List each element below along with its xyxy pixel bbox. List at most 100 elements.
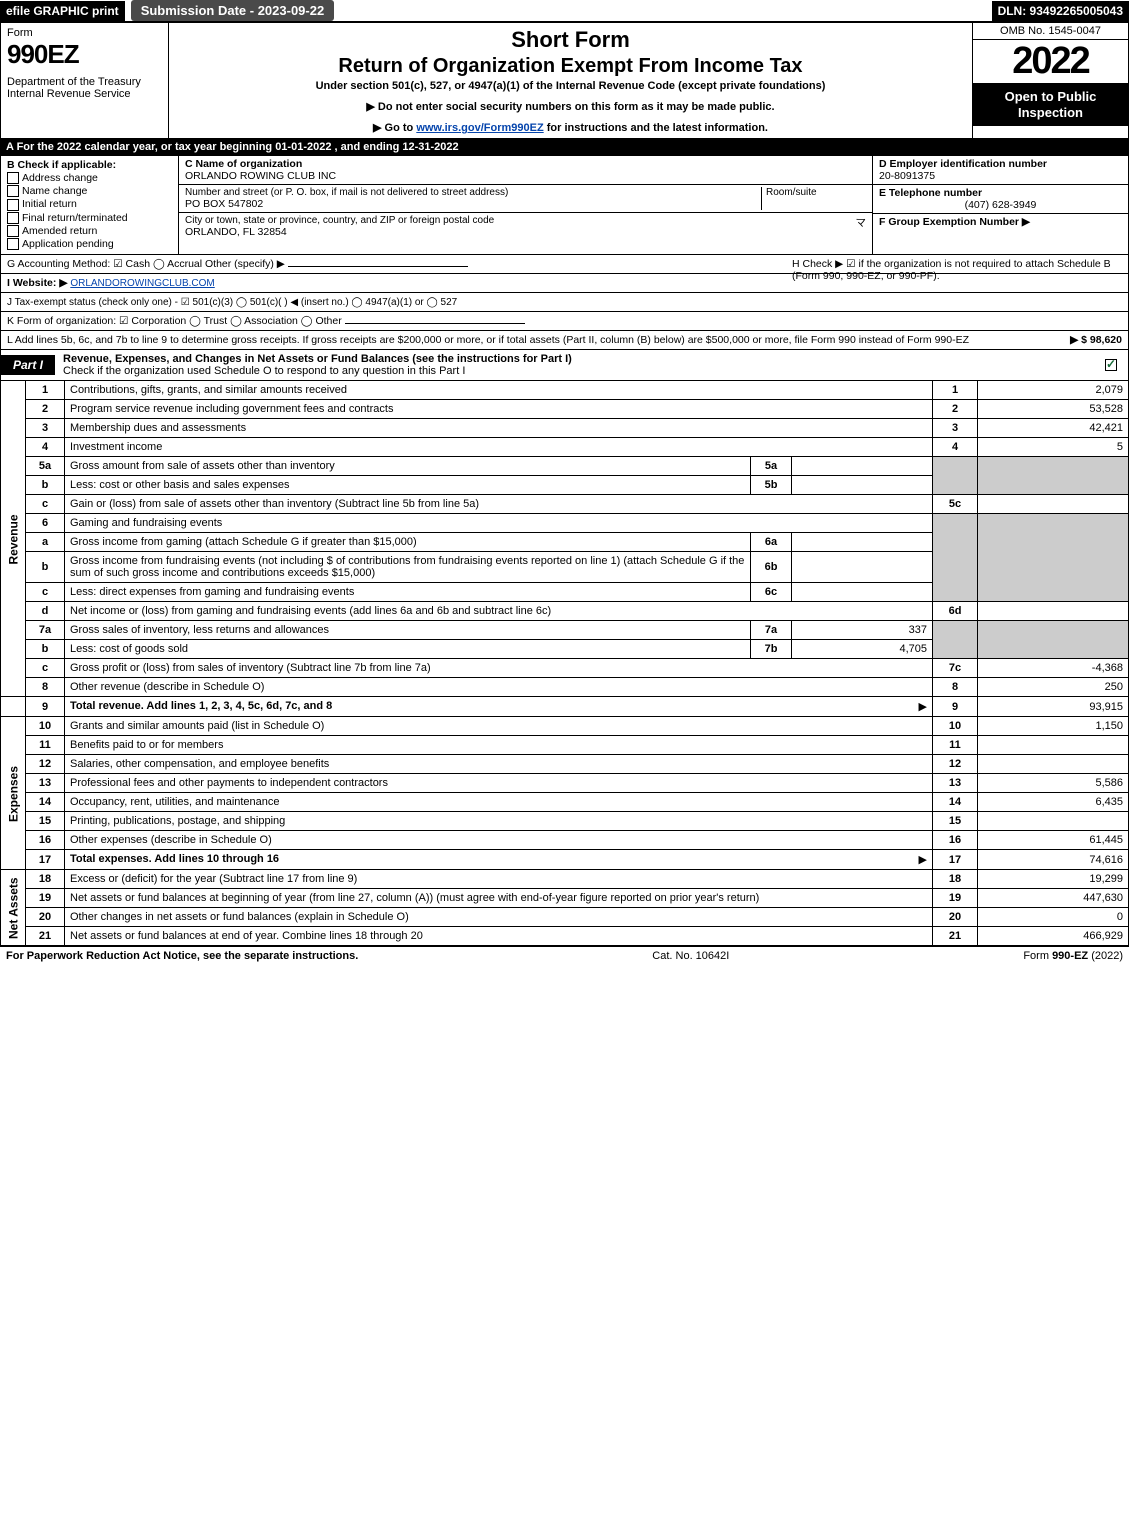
tax-year: 2022 bbox=[973, 40, 1128, 83]
info-block: B Check if applicable: Address change Na… bbox=[0, 155, 1129, 255]
amt-13: 5,586 bbox=[978, 774, 1129, 793]
header-sub2: ▶ Do not enter social security numbers o… bbox=[179, 100, 962, 113]
street-label: Number and street (or P. O. box, if mail… bbox=[185, 187, 761, 198]
chk-name-change[interactable]: Name change bbox=[7, 185, 172, 197]
side-net-assets: Net Assets bbox=[1, 870, 26, 946]
row-i: I Website: ▶ ORLANDOROWINGCLUB.COM bbox=[0, 274, 1129, 293]
amt-3: 42,421 bbox=[978, 419, 1129, 438]
amt-15 bbox=[978, 812, 1129, 831]
line-6c-text: Less: direct expenses from gaming and fu… bbox=[65, 583, 751, 602]
amt-19: 447,630 bbox=[978, 889, 1129, 908]
part-i-header: Part I Revenue, Expenses, and Changes in… bbox=[0, 350, 1129, 381]
chk-initial-return[interactable]: Initial return bbox=[7, 198, 172, 210]
f-label: F Group Exemption Number ▶ bbox=[879, 216, 1030, 228]
amt-7c: -4,368 bbox=[978, 659, 1129, 678]
line-9-text: Total revenue. Add lines 1, 2, 3, 4, 5c,… bbox=[65, 697, 933, 717]
j-text: J Tax-exempt status (check only one) - ☑… bbox=[7, 297, 457, 308]
footer-right: Form 990-EZ (2022) bbox=[1023, 950, 1123, 962]
l-amount: ▶ $ 98,620 bbox=[1002, 334, 1122, 346]
chk-final-return[interactable]: Final return/terminated bbox=[7, 212, 172, 224]
dln-number: DLN: 93492265005043 bbox=[992, 1, 1129, 21]
num-6d: 6d bbox=[933, 602, 978, 621]
mini-7b: 7b bbox=[751, 640, 792, 659]
org-name: ORLANDO ROWING CLUB INC bbox=[185, 170, 866, 182]
line-7b-text: Less: cost of goods sold bbox=[65, 640, 751, 659]
chk-address-change[interactable]: Address change bbox=[7, 172, 172, 184]
num-20: 20 bbox=[933, 908, 978, 927]
sub3-pre: ▶ Go to bbox=[373, 122, 416, 134]
submission-date-wrap: Submission Date - 2023-09-22 bbox=[125, 0, 341, 21]
ein-value: 20-8091375 bbox=[879, 170, 1122, 182]
chk-application-pending[interactable]: Application pending bbox=[7, 238, 172, 250]
num-1: 1 bbox=[933, 381, 978, 400]
row-a-tax-year: A For the 2022 calendar year, or tax yea… bbox=[0, 139, 1129, 155]
sub3-post: for instructions and the latest informat… bbox=[547, 122, 768, 134]
amt-1: 2,079 bbox=[978, 381, 1129, 400]
num-5c: 5c bbox=[933, 495, 978, 514]
line-7a-text: Gross sales of inventory, less returns a… bbox=[65, 621, 751, 640]
part-i-check[interactable] bbox=[1105, 359, 1117, 371]
num-9: 9 bbox=[933, 697, 978, 717]
mini-5b: 5b bbox=[751, 476, 792, 495]
amt-5c bbox=[978, 495, 1129, 514]
line-13-text: Professional fees and other payments to … bbox=[65, 774, 933, 793]
amt-10: 1,150 bbox=[978, 717, 1129, 736]
efile-print-button[interactable]: efile GRAPHIC print bbox=[0, 1, 125, 21]
side-revenue: Revenue bbox=[1, 381, 26, 697]
amt-12 bbox=[978, 755, 1129, 774]
amt-16: 61,445 bbox=[978, 831, 1129, 850]
num-10: 10 bbox=[933, 717, 978, 736]
room-label: Room/suite bbox=[766, 187, 866, 198]
line-5a-text: Gross amount from sale of assets other t… bbox=[65, 457, 751, 476]
col-c: C Name of organization ORLANDO ROWING CL… bbox=[179, 156, 872, 254]
mini-6b: 6b bbox=[751, 552, 792, 583]
amt-2: 53,528 bbox=[978, 400, 1129, 419]
line-6d-text: Net income or (loss) from gaming and fun… bbox=[65, 602, 933, 621]
line-21-text: Net assets or fund balances at end of ye… bbox=[65, 927, 933, 946]
form-word: Form bbox=[7, 27, 162, 39]
num-3: 3 bbox=[933, 419, 978, 438]
g-text: G Accounting Method: ☑ Cash ◯ Accrual Ot… bbox=[7, 258, 285, 270]
num-13: 13 bbox=[933, 774, 978, 793]
header-center: Short Form Return of Organization Exempt… bbox=[169, 23, 972, 138]
line-6a-text: Gross income from gaming (attach Schedul… bbox=[65, 533, 751, 552]
side-expenses: Expenses bbox=[1, 717, 26, 870]
line-11-text: Benefits paid to or for members bbox=[65, 736, 933, 755]
c-label: C Name of organization bbox=[185, 158, 866, 170]
mini-amt-6b bbox=[792, 552, 933, 583]
line-4-text: Investment income bbox=[65, 438, 933, 457]
amt-20: 0 bbox=[978, 908, 1129, 927]
chk-amended-return[interactable]: Amended return bbox=[7, 225, 172, 237]
line-14-text: Occupancy, rent, utilities, and maintena… bbox=[65, 793, 933, 812]
amt-14: 6,435 bbox=[978, 793, 1129, 812]
line-2-text: Program service revenue including govern… bbox=[65, 400, 933, 419]
line-7c-text: Gross profit or (loss) from sales of inv… bbox=[65, 659, 933, 678]
line-12-text: Salaries, other compensation, and employ… bbox=[65, 755, 933, 774]
e-label: E Telephone number bbox=[879, 187, 1122, 199]
num-2: 2 bbox=[933, 400, 978, 419]
num-16: 16 bbox=[933, 831, 978, 850]
line-20-text: Other changes in net assets or fund bala… bbox=[65, 908, 933, 927]
form-number: 990EZ bbox=[7, 39, 162, 70]
short-form-title: Short Form bbox=[179, 27, 962, 53]
website-link[interactable]: ORLANDOROWINGCLUB.COM bbox=[70, 278, 214, 289]
line-18-text: Excess or (deficit) for the year (Subtra… bbox=[65, 870, 933, 889]
k-text: K Form of organization: ☑ Corporation ◯ … bbox=[7, 315, 342, 327]
row-g: G Accounting Method: ☑ Cash ◯ Accrual Ot… bbox=[0, 255, 1129, 274]
mini-amt-7a: 337 bbox=[792, 621, 933, 640]
irs-link[interactable]: www.irs.gov/Form990EZ bbox=[416, 122, 543, 134]
dept-treasury: Department of the Treasury Internal Reve… bbox=[7, 76, 162, 100]
mini-7a: 7a bbox=[751, 621, 792, 640]
ln-1: 1 bbox=[26, 381, 65, 400]
street-value: PO BOX 547802 bbox=[185, 198, 761, 210]
phone-value: (407) 628-3949 bbox=[879, 199, 1122, 211]
num-18: 18 bbox=[933, 870, 978, 889]
mini-amt-5b bbox=[792, 476, 933, 495]
top-bar: efile GRAPHIC print Submission Date - 20… bbox=[0, 0, 1129, 23]
mini-amt-6c bbox=[792, 583, 933, 602]
mini-amt-6a bbox=[792, 533, 933, 552]
part-i-label: Part I bbox=[1, 355, 55, 375]
line-19-text: Net assets or fund balances at beginning… bbox=[65, 889, 933, 908]
num-12: 12 bbox=[933, 755, 978, 774]
city-value: ORLANDO, FL 32854 bbox=[185, 226, 856, 238]
